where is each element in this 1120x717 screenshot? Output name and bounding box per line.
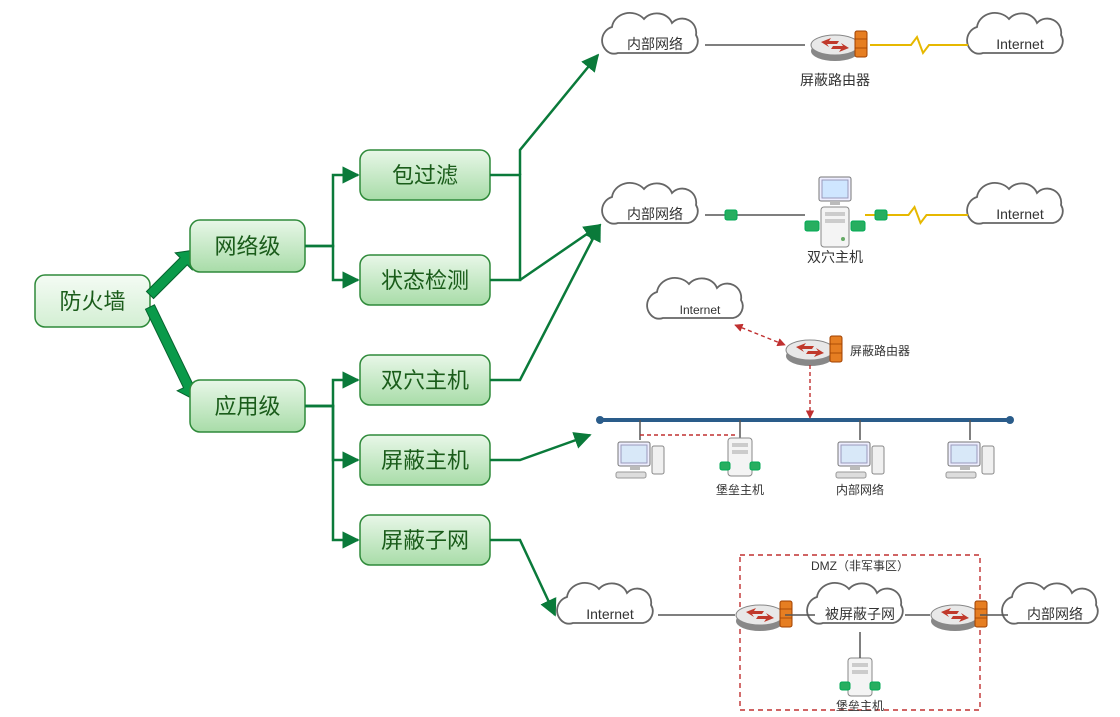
connector <box>305 406 358 540</box>
connector <box>305 246 358 280</box>
dmz-label: DMZ（非军事区） <box>811 559 909 573</box>
host-label: 双穴主机 <box>807 249 863 265</box>
leaf-connector <box>520 225 600 280</box>
diagram-canvas: 防火墙网络级应用级包过滤状态检测双穴主机屏蔽主机屏蔽子网内部网络Internet… <box>0 0 1120 717</box>
node-label: 包过滤 <box>392 163 458 188</box>
bastion-label: 堡垒主机 <box>836 698 884 713</box>
router-icon <box>736 601 792 631</box>
cloud-label: Internet <box>996 36 1044 52</box>
router-icon <box>786 336 842 366</box>
cloud-label: Internet <box>996 206 1044 222</box>
connector <box>305 380 358 406</box>
router-label: 屏蔽路由器 <box>850 343 910 358</box>
leaf-connector <box>490 540 555 615</box>
router-label: 屏蔽路由器 <box>800 72 870 88</box>
node-label: 应用级 <box>214 394 280 419</box>
host-icon <box>805 177 865 247</box>
router-icon <box>811 31 867 61</box>
pc-icon <box>836 442 884 478</box>
cloud-label: Internet <box>586 606 634 622</box>
cloud-label: Internet <box>680 303 721 317</box>
pc-label: 堡垒主机 <box>716 482 764 497</box>
leaf-connector <box>520 55 598 175</box>
node-label: 状态检测 <box>381 268 469 293</box>
node-root-label: 防火墙 <box>59 289 125 314</box>
bastion-icon <box>720 438 760 476</box>
connector <box>305 175 358 246</box>
connector <box>305 406 358 460</box>
node-label: 网络级 <box>214 234 280 259</box>
router-icon <box>931 601 987 631</box>
cloud-label: 内部网络 <box>1027 606 1083 622</box>
leaf-connector <box>490 435 590 460</box>
node-label: 屏蔽主机 <box>381 448 469 473</box>
pc-icon <box>616 442 664 478</box>
pc-label: 内部网络 <box>836 482 884 497</box>
node-label: 屏蔽子网 <box>381 528 469 553</box>
pf-sd-join <box>490 175 520 280</box>
cloud-label: 被屏蔽子网 <box>825 606 895 622</box>
cloud-label: 内部网络 <box>627 36 683 52</box>
red-link <box>735 325 785 345</box>
bastion-icon <box>840 658 880 696</box>
leaf-connector <box>490 225 600 380</box>
pc-icon <box>946 442 994 478</box>
cloud-label: 内部网络 <box>627 206 683 222</box>
node-label: 双穴主机 <box>381 368 469 393</box>
